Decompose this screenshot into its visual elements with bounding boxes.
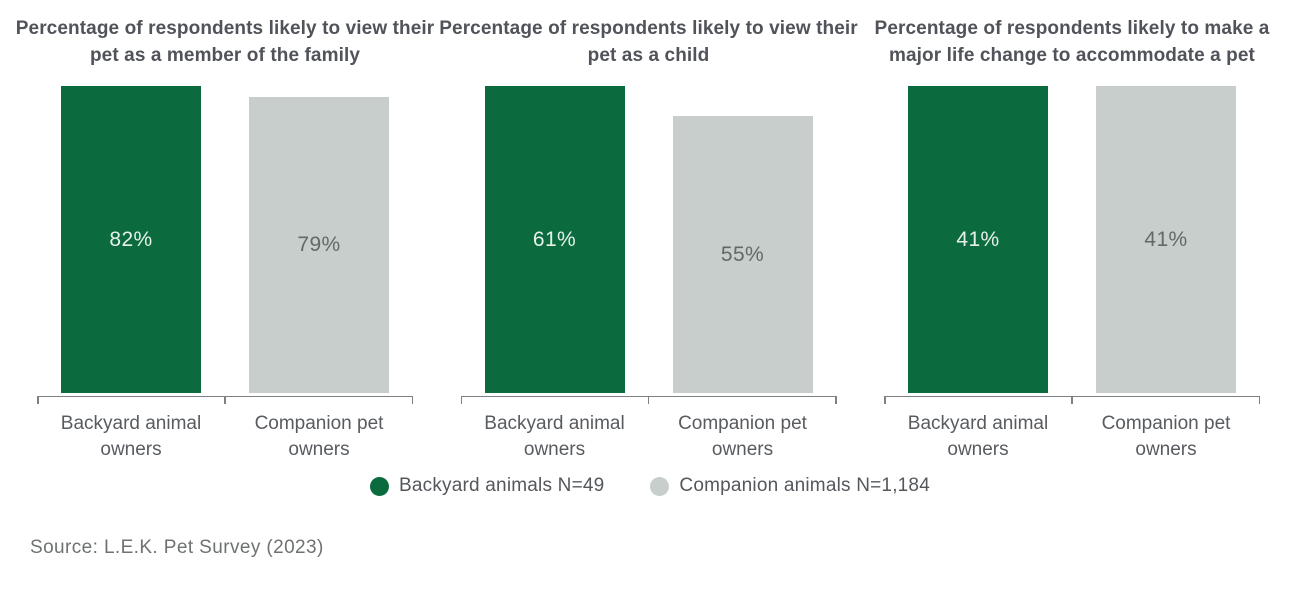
legend-item-companion: Companion animals N=1,184 (650, 475, 930, 497)
bar-companion-pet-owners: 41% (1096, 86, 1236, 393)
bar-value-label: 79% (297, 233, 341, 256)
plot-area: 82% 79% (37, 86, 413, 393)
legend-item-backyard: Backyard animals N=49 (370, 475, 604, 497)
bar-value-label: 55% (720, 242, 765, 266)
bar-companion-pet-owners: 55% (672, 116, 813, 393)
category-labels: Backyard animal owners Companion pet own… (37, 411, 413, 463)
chart-pet-as-child: Percentage of respondents likely to view… (439, 15, 857, 463)
category-label-backyard: Backyard animal owners (907, 413, 1049, 460)
plot-area: 41% 41% (884, 86, 1260, 393)
category-label-companion: Companion pet owners (678, 413, 807, 460)
legend-label: Backyard animals N=49 (399, 475, 605, 496)
legend: Backyard animals N=49 Companion animals … (0, 475, 1300, 497)
legend-swatch-backyard-icon (370, 476, 390, 496)
category-label-companion: Companion pet owners (1101, 413, 1231, 460)
bar-slot-backyard: 41% (884, 86, 1072, 393)
chart-title: Percentage of respondents likely to view… (15, 18, 435, 66)
chart-pet-as-family-member: Percentage of respondents likely to view… (16, 15, 434, 463)
bar-value-label: 41% (956, 227, 1000, 251)
chart-title: Percentage of respondents likely to make… (874, 18, 1270, 66)
bar-slot-companion: 79% (225, 97, 413, 393)
axis-tick (1071, 397, 1073, 404)
axis-tick (647, 397, 649, 404)
axis-tick (884, 397, 886, 404)
axis-tick (835, 397, 837, 404)
axis-tick (1258, 397, 1260, 404)
axis-tick (411, 397, 413, 404)
charts-row: Percentage of respondents likely to view… (0, 15, 1300, 463)
bar-slot-companion: 41% (1072, 86, 1260, 393)
bar-backyard-animal-owners: 41% (908, 86, 1048, 393)
axis-tick (37, 397, 39, 404)
bar-companion-pet-owners: 79% (249, 97, 389, 393)
legend-swatch-companion-icon (650, 476, 670, 496)
x-axis (460, 396, 837, 405)
legend-label: Companion animals N=1,184 (679, 475, 930, 496)
plot-area: 61% 55% (461, 86, 837, 393)
bar-slot-backyard: 82% (37, 86, 225, 393)
category-label-backyard: Backyard animal owners (60, 413, 202, 460)
chart-major-life-change: Percentage of respondents likely to make… (875, 15, 1270, 463)
bar-backyard-animal-owners: 82% (61, 86, 201, 393)
chart-title: Percentage of respondents likely to view… (439, 18, 858, 66)
axis-tick (224, 397, 226, 404)
category-labels: Backyard animal owners Companion pet own… (884, 411, 1260, 463)
x-axis (884, 396, 1260, 405)
bar-value-label: 41% (1144, 227, 1188, 251)
bar-slot-companion: 55% (649, 116, 837, 393)
x-axis (37, 396, 413, 405)
category-label-backyard: Backyard animal owners (484, 413, 625, 460)
bar-value-label: 61% (532, 227, 577, 251)
category-label-companion: Companion pet owners (254, 413, 384, 460)
bar-backyard-animal-owners: 61% (484, 86, 625, 393)
axis-tick (460, 397, 462, 404)
bar-value-label: 82% (109, 227, 153, 251)
bar-slot-backyard: 61% (461, 86, 649, 393)
category-labels: Backyard animal owners Companion pet own… (461, 411, 837, 463)
source-note: Source: L.E.K. Pet Survey (2023) (30, 537, 324, 558)
